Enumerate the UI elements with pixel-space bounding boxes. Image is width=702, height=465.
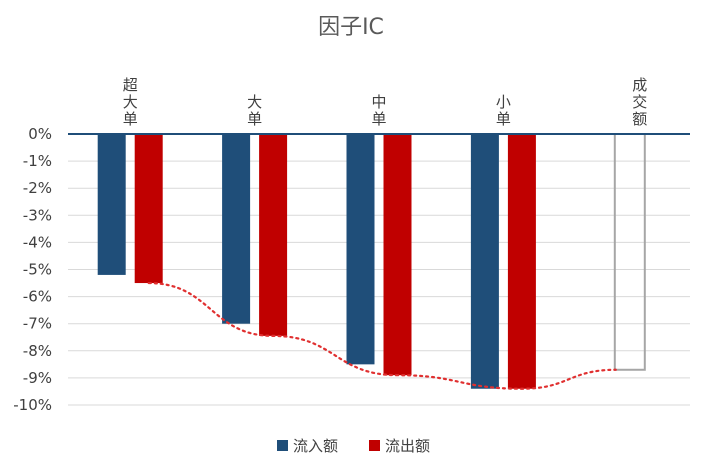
bar-total-outline [613,133,646,371]
legend: 流入额 流出额 [277,437,430,455]
legend-label-outflow: 流出额 [385,437,430,455]
category-label-char: 单 [123,110,138,128]
y-tick-label: -6% [23,288,52,306]
y-tick-label: -2% [23,179,52,197]
category-label-char: 大 [123,93,138,111]
bar-outflow [134,134,163,284]
category-label-char: 成 [632,76,647,94]
bar-outflow [383,134,412,376]
category-label-char: 交 [632,93,647,111]
trend-curve [147,281,617,390]
category-label-char: 小 [496,93,511,111]
category-label-char: 单 [371,110,386,128]
bar-inflow [346,134,375,365]
legend-swatch-inflow [277,440,288,451]
legend-label-inflow: 流入额 [293,437,338,455]
category-label-char: 额 [632,110,647,128]
chart-title: 因子IC [318,15,384,40]
y-tick-label: -1% [23,152,52,170]
y-tick-label: 0% [28,125,52,143]
y-tick-label: -5% [23,261,52,279]
y-axis-ticks: 0% -1% -2% -3% -4% -5% -6% -7% -8% -9% -10% [13,125,52,414]
category-label-char: 单 [496,110,511,128]
category-label-char: 中 [371,93,386,111]
y-tick-label: -8% [23,342,52,360]
bar-inflow [97,134,126,275]
y-tick-label: -9% [23,369,52,387]
y-tick-label: -4% [23,233,52,251]
grid [68,160,690,406]
y-tick-label: -3% [23,206,52,224]
y-tick-label: -10% [13,396,52,414]
bar-inflow [470,134,499,389]
bar-outflow [507,134,536,389]
category-label-char: 大 [247,93,262,111]
bar-outflow [259,134,288,336]
bars [97,133,646,389]
bar-inflow [222,134,251,324]
category-label-char: 超 [123,76,138,94]
y-tick-label: -7% [23,315,52,333]
trend-line [147,281,617,390]
category-label-char: 单 [247,110,262,128]
legend-swatch-outflow [369,440,380,451]
